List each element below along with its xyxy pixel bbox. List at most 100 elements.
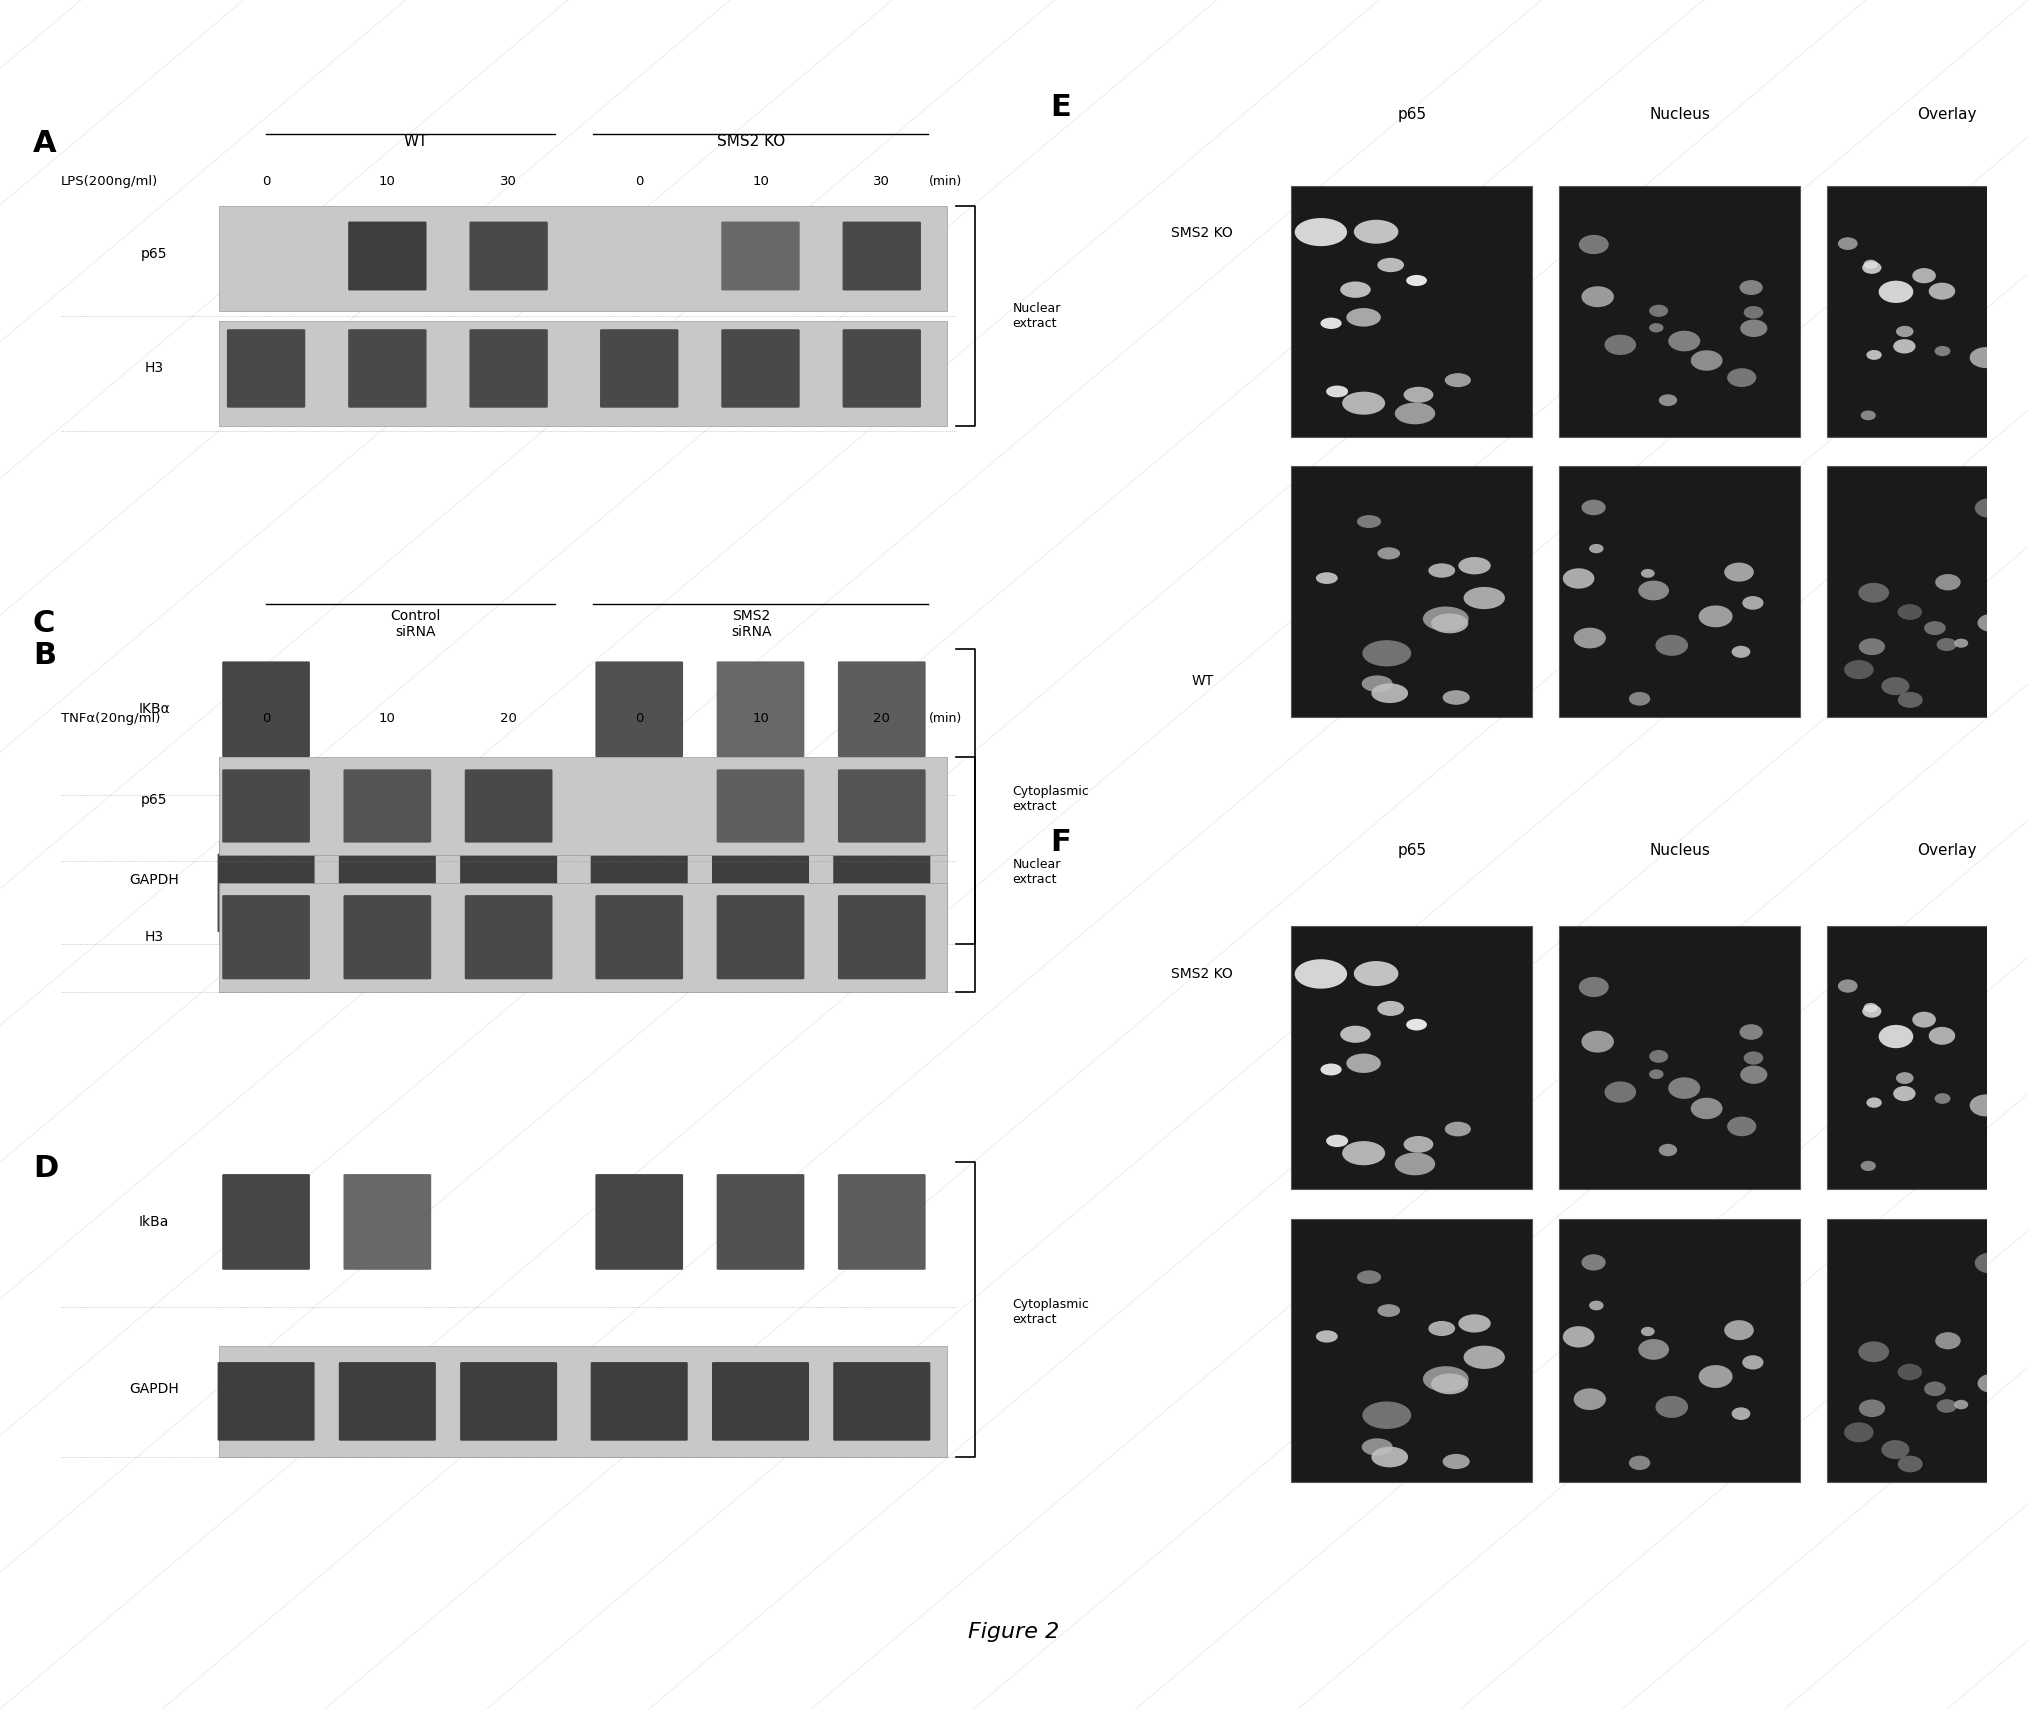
- Ellipse shape: [1355, 220, 1399, 244]
- Ellipse shape: [1580, 234, 1608, 255]
- Ellipse shape: [1882, 677, 1910, 696]
- Ellipse shape: [1371, 684, 1407, 702]
- Ellipse shape: [1742, 1355, 1764, 1369]
- FancyBboxPatch shape: [349, 222, 426, 291]
- FancyBboxPatch shape: [460, 853, 558, 933]
- FancyBboxPatch shape: [339, 1362, 436, 1441]
- FancyBboxPatch shape: [464, 896, 552, 979]
- Ellipse shape: [1740, 280, 1762, 296]
- Text: LPS(200ng/ml): LPS(200ng/ml): [61, 176, 158, 188]
- Ellipse shape: [1395, 403, 1436, 424]
- FancyBboxPatch shape: [716, 769, 805, 843]
- Ellipse shape: [1699, 605, 1732, 627]
- Text: Nuclear
extract: Nuclear extract: [1012, 302, 1061, 330]
- Ellipse shape: [1326, 1135, 1349, 1147]
- Ellipse shape: [1937, 637, 1957, 651]
- FancyBboxPatch shape: [838, 1174, 925, 1270]
- FancyBboxPatch shape: [223, 1174, 310, 1270]
- Ellipse shape: [1860, 1400, 1886, 1417]
- Ellipse shape: [1894, 338, 1916, 354]
- Ellipse shape: [1740, 1065, 1766, 1084]
- Ellipse shape: [1357, 1270, 1381, 1283]
- Text: H3: H3: [144, 362, 164, 376]
- FancyBboxPatch shape: [716, 661, 805, 757]
- Ellipse shape: [1582, 1254, 1606, 1270]
- Ellipse shape: [1320, 1063, 1343, 1075]
- Ellipse shape: [1912, 268, 1937, 284]
- Ellipse shape: [1860, 410, 1876, 420]
- FancyBboxPatch shape: [716, 1174, 805, 1270]
- Ellipse shape: [1442, 1454, 1470, 1470]
- Ellipse shape: [1732, 646, 1750, 658]
- Ellipse shape: [1294, 219, 1347, 246]
- Ellipse shape: [1582, 499, 1606, 514]
- Ellipse shape: [1641, 569, 1655, 578]
- Ellipse shape: [1582, 1031, 1614, 1053]
- FancyBboxPatch shape: [223, 896, 310, 979]
- Text: SMS2 KO: SMS2 KO: [1172, 967, 1233, 981]
- Bar: [219, 882, 947, 991]
- Bar: [219, 757, 947, 854]
- FancyBboxPatch shape: [596, 661, 683, 757]
- Ellipse shape: [1977, 1374, 2006, 1393]
- Text: (min): (min): [929, 713, 961, 725]
- Ellipse shape: [1641, 1326, 1655, 1336]
- FancyBboxPatch shape: [842, 330, 921, 408]
- Text: Overlay: Overlay: [1918, 108, 1977, 121]
- Ellipse shape: [1669, 1077, 1699, 1099]
- Ellipse shape: [1649, 304, 1669, 316]
- Ellipse shape: [1377, 1001, 1403, 1015]
- Ellipse shape: [1655, 1396, 1687, 1418]
- Ellipse shape: [1442, 690, 1470, 704]
- Ellipse shape: [1405, 1019, 1428, 1031]
- Text: Nucleus: Nucleus: [1649, 843, 1710, 858]
- Ellipse shape: [1935, 1094, 1951, 1104]
- Ellipse shape: [1564, 569, 1594, 588]
- Ellipse shape: [1604, 1082, 1637, 1102]
- Ellipse shape: [1428, 564, 1456, 578]
- FancyBboxPatch shape: [349, 330, 426, 408]
- FancyBboxPatch shape: [460, 1362, 558, 1441]
- FancyBboxPatch shape: [464, 769, 552, 843]
- Text: p65: p65: [1397, 108, 1426, 121]
- Text: A: A: [32, 130, 57, 159]
- Text: TNFα(20ng/ml): TNFα(20ng/ml): [61, 713, 160, 725]
- Ellipse shape: [1424, 1365, 1468, 1391]
- Text: 10: 10: [752, 176, 769, 188]
- Text: Overlay: Overlay: [1918, 843, 1977, 858]
- Text: SMS2 KO: SMS2 KO: [718, 133, 785, 149]
- Ellipse shape: [1935, 1331, 1961, 1350]
- Text: p65: p65: [140, 246, 168, 260]
- Bar: [1560, 926, 1801, 1189]
- Ellipse shape: [1843, 660, 1874, 678]
- Ellipse shape: [1343, 1142, 1385, 1166]
- Ellipse shape: [1724, 562, 1754, 581]
- FancyBboxPatch shape: [834, 853, 931, 933]
- Ellipse shape: [1432, 1374, 1468, 1395]
- Ellipse shape: [1864, 260, 1878, 268]
- Text: WT: WT: [404, 133, 428, 149]
- Ellipse shape: [1395, 1152, 1436, 1176]
- Ellipse shape: [1866, 1097, 1882, 1107]
- Ellipse shape: [1724, 1319, 1754, 1340]
- Bar: [219, 321, 947, 426]
- FancyBboxPatch shape: [223, 769, 310, 843]
- Bar: [1827, 467, 2028, 718]
- Text: Cytoplasmic
extract: Cytoplasmic extract: [1012, 1297, 1089, 1326]
- Text: 0: 0: [635, 176, 643, 188]
- Text: 20: 20: [501, 713, 517, 725]
- Text: Nucleus: Nucleus: [1649, 108, 1710, 121]
- Ellipse shape: [1458, 557, 1491, 574]
- Ellipse shape: [1862, 261, 1882, 273]
- Text: Nuclear
extract: Nuclear extract: [1012, 858, 1061, 885]
- Ellipse shape: [1969, 347, 2002, 367]
- Text: Figure 2: Figure 2: [969, 1622, 1059, 1642]
- Ellipse shape: [1363, 1401, 1411, 1429]
- Ellipse shape: [1405, 275, 1428, 285]
- Ellipse shape: [1347, 1053, 1381, 1073]
- Ellipse shape: [1564, 1326, 1594, 1347]
- FancyBboxPatch shape: [596, 1174, 683, 1270]
- Bar: [1292, 467, 1533, 718]
- Ellipse shape: [1691, 1097, 1722, 1119]
- Ellipse shape: [1969, 1094, 2002, 1116]
